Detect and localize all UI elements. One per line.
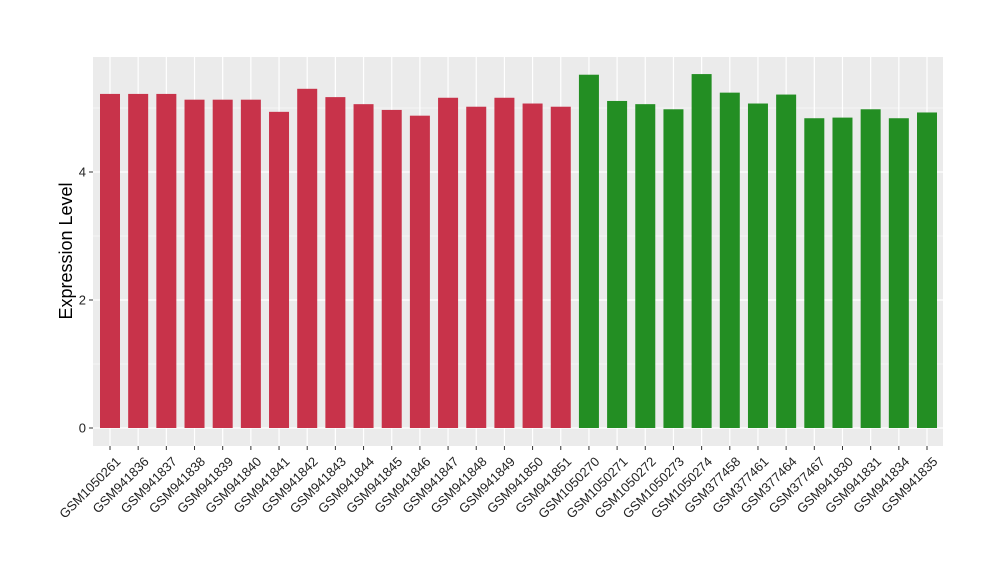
bar-GSM941849 [494, 97, 515, 428]
bar-GSM1050261 [100, 93, 120, 429]
y-tick-label: 4 [79, 165, 86, 180]
bar-GSM941845 [381, 109, 402, 429]
bar-GSM941844 [353, 104, 374, 428]
bar-GSM941835 [917, 112, 937, 428]
plot-panel [93, 57, 943, 446]
x-axis: GSM1050261GSM941836GSM941837GSM941838GSM… [56, 446, 941, 521]
y-axis-title: Expression Level [56, 182, 76, 319]
bar-GSM941842 [297, 88, 318, 429]
bar-GSM941850 [522, 103, 543, 429]
bar-GSM377458 [719, 92, 740, 428]
bars-group [100, 74, 937, 429]
bar-GSM941848 [466, 106, 487, 428]
y-axis: 0 2 4 [79, 165, 93, 436]
bar-GSM941841 [269, 111, 290, 428]
bar-GSM941840 [240, 99, 261, 429]
y-tick-label: 2 [79, 293, 86, 308]
bar-GSM941838 [184, 99, 205, 429]
y-tick-label: 0 [79, 421, 86, 436]
bar-GSM377464 [776, 94, 797, 428]
bar-GSM941836 [128, 93, 149, 429]
bar-GSM941831 [860, 109, 881, 428]
bar-GSM941839 [212, 99, 233, 429]
bar-GSM1050271 [607, 100, 628, 429]
bar-GSM941834 [888, 118, 909, 429]
bar-GSM1050270 [578, 74, 599, 428]
bar-GSM941847 [438, 97, 459, 428]
bar-GSM941837 [156, 93, 177, 429]
bar-GSM377461 [747, 103, 768, 429]
bar-GSM941851 [550, 106, 571, 428]
bar-GSM1050273 [663, 109, 684, 428]
bar-GSM941843 [325, 97, 346, 429]
bar-GSM377467 [804, 118, 825, 429]
bar-GSM941846 [409, 115, 430, 429]
bar-GSM1050272 [635, 104, 656, 428]
bar-GSM941830 [832, 117, 853, 428]
bar-GSM1050274 [691, 74, 712, 428]
